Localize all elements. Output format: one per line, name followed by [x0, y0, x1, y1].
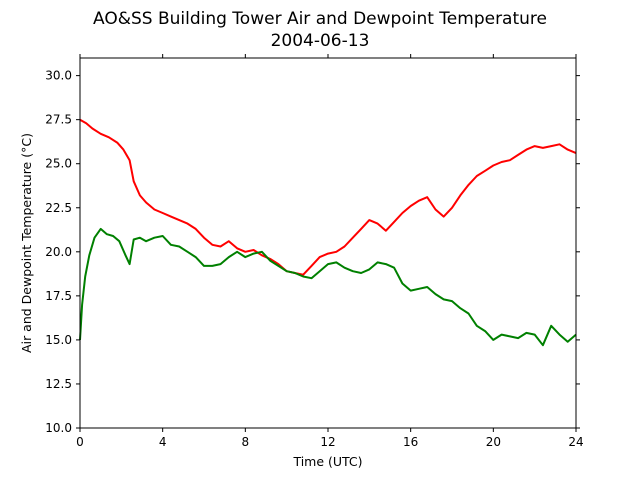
x-tick-label-6: 24	[568, 435, 583, 449]
x-tick-label-2: 8	[242, 435, 250, 449]
chart-title: AO&SS Building Tower Air and Dewpoint Te…	[93, 9, 547, 29]
x-tick-label-5: 20	[486, 435, 501, 449]
x-tick-label-0: 0	[76, 435, 84, 449]
x-tick-label-1: 4	[159, 435, 167, 449]
y-tick-label-6: 25.0	[45, 157, 72, 171]
y-tick-label-5: 22.5	[45, 201, 72, 215]
x-tick-label-4: 16	[403, 435, 418, 449]
y-tick-label-0: 10.0	[45, 421, 72, 435]
y-tick-label-1: 12.5	[45, 377, 72, 391]
chart-subtitle: 2004-06-13	[271, 31, 370, 51]
y-tick-label-7: 27.5	[45, 113, 72, 127]
series-line-0	[79, 118, 577, 276]
y-axis-label: Air and Dewpoint Temperature (°C)	[19, 133, 34, 353]
x-tick-label-3: 12	[320, 435, 335, 449]
y-tick-label-8: 30.0	[45, 69, 72, 83]
y-tick-label-4: 20.0	[45, 245, 72, 259]
y-tick-label-2: 15.0	[45, 333, 72, 347]
series-line-1	[79, 227, 577, 347]
x-axis-label: Time (UTC)	[292, 454, 362, 469]
y-tick-label-3: 17.5	[45, 289, 72, 303]
series-layer	[79, 118, 577, 347]
axes-layer: 0 4 8 12 16 20 24 10.0 12.5 15.0 17.5 20.0 22.5 25.0 2…	[45, 54, 584, 449]
